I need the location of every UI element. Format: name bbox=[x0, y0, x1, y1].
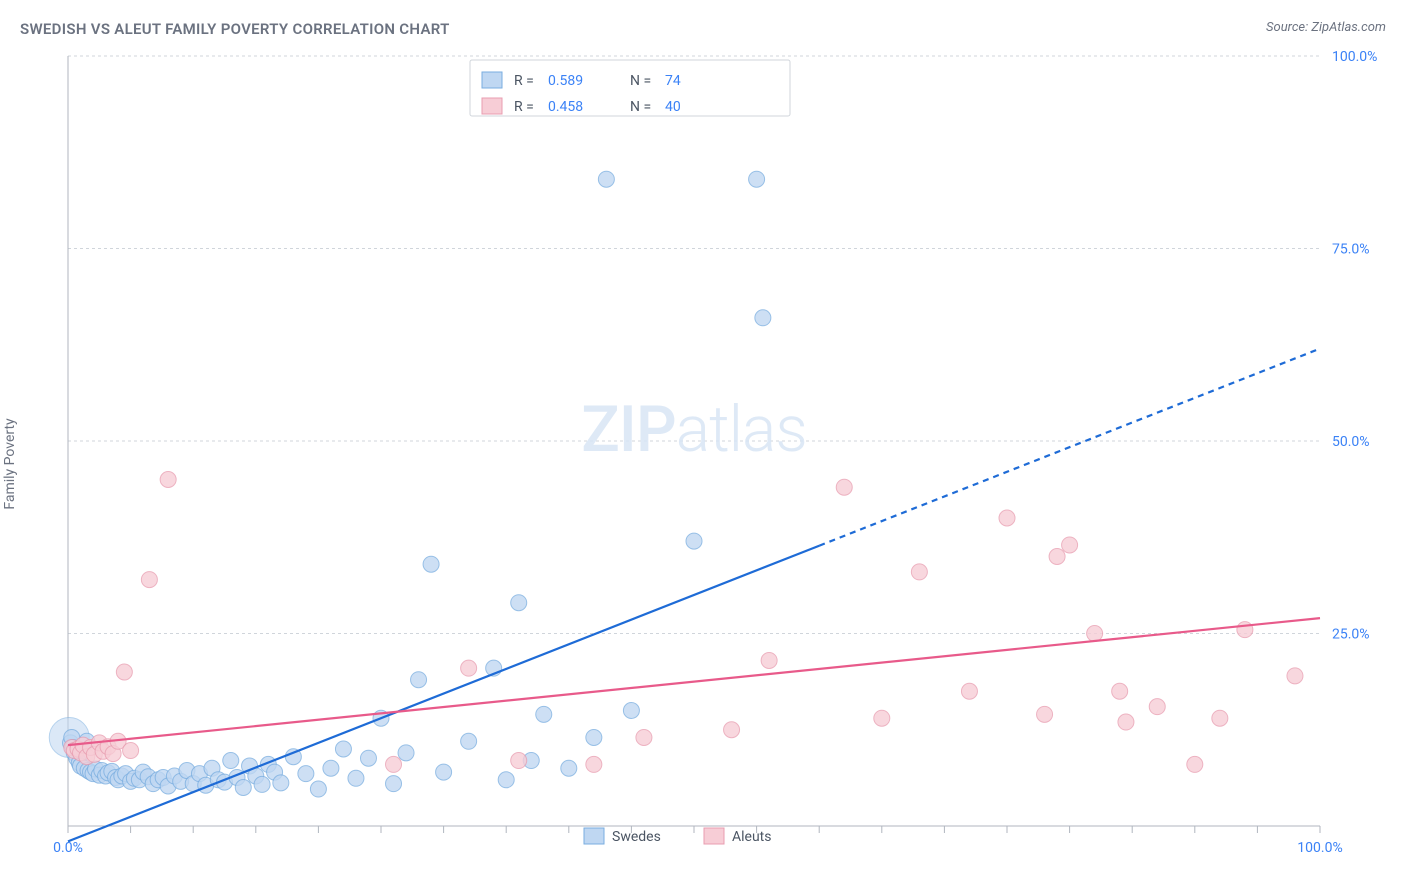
legend-n-value: 40 bbox=[665, 99, 681, 115]
scatter-chart: 25.0% 50.0% 75.0% 100.0% ZIPatlas 0.0% 100.0% R… bbox=[20, 46, 1386, 866]
scatter-point bbox=[386, 756, 402, 772]
scatter-point bbox=[411, 672, 427, 688]
scatter-point bbox=[1212, 710, 1228, 726]
y-axis-label: Family Poverty bbox=[2, 418, 18, 509]
scatter-point bbox=[498, 772, 514, 788]
scatter-point bbox=[874, 710, 890, 726]
scatter-point bbox=[761, 652, 777, 668]
chart-title: SWEDISH VS ALEUT FAMILY POVERTY CORRELAT… bbox=[20, 20, 450, 38]
scatter-point bbox=[636, 729, 652, 745]
trend-line bbox=[68, 546, 819, 842]
scatter-point bbox=[911, 564, 927, 580]
legend-swatch bbox=[704, 828, 724, 844]
legend-n-label: N = bbox=[630, 73, 651, 89]
scatter-point bbox=[755, 310, 771, 326]
scatter-point bbox=[586, 756, 602, 772]
scatter-point bbox=[273, 775, 289, 791]
scatter-point bbox=[623, 703, 639, 719]
scatter-point bbox=[123, 743, 139, 759]
scatter-point bbox=[360, 750, 376, 766]
scatter-point bbox=[254, 776, 270, 792]
scatter-point bbox=[298, 766, 314, 782]
scatter-point bbox=[461, 733, 477, 749]
legend-r-label: R = bbox=[514, 99, 534, 115]
scatter-point bbox=[323, 760, 339, 776]
scatter-point bbox=[1062, 537, 1078, 553]
scatter-point bbox=[598, 171, 614, 187]
scatter-point bbox=[999, 510, 1015, 526]
scatter-point bbox=[961, 683, 977, 699]
watermark: ZIPatlas bbox=[581, 392, 807, 467]
x-tick-label-max: 100.0% bbox=[1297, 840, 1342, 856]
legend-series-label: Swedes bbox=[612, 829, 661, 845]
scatter-point bbox=[1118, 714, 1134, 730]
scatter-point bbox=[116, 664, 132, 680]
scatter-point bbox=[511, 753, 527, 769]
scatter-point bbox=[1149, 699, 1165, 715]
chart-container: Family Poverty 25.0%50.0%75.0%100.0%ZIPa… bbox=[20, 46, 1386, 866]
legend-r-label: R = bbox=[514, 73, 534, 89]
scatter-point bbox=[686, 533, 702, 549]
scatter-point bbox=[749, 171, 765, 187]
scatter-point bbox=[310, 781, 326, 797]
scatter-point bbox=[1187, 756, 1203, 772]
scatter-point bbox=[511, 595, 527, 611]
scatter-point bbox=[1087, 626, 1103, 642]
y-tick-label: 50.0% bbox=[1332, 434, 1370, 450]
scatter-point bbox=[348, 770, 364, 786]
scatter-point bbox=[586, 729, 602, 745]
legend-swatch bbox=[482, 72, 502, 88]
scatter-point bbox=[436, 764, 452, 780]
scatter-point bbox=[1112, 683, 1128, 699]
scatter-point bbox=[141, 572, 157, 588]
y-tick-label: 100.0% bbox=[1332, 49, 1377, 65]
y-tick-label: 25.0% bbox=[1332, 627, 1370, 643]
scatter-point bbox=[724, 722, 740, 738]
scatter-point bbox=[461, 660, 477, 676]
scatter-point bbox=[223, 753, 239, 769]
trend-line-dashed bbox=[819, 349, 1320, 546]
scatter-point bbox=[398, 745, 414, 761]
scatter-point bbox=[386, 776, 402, 792]
legend-n-value: 74 bbox=[665, 73, 681, 89]
scatter-point bbox=[1049, 549, 1065, 565]
y-tick-label: 75.0% bbox=[1332, 242, 1370, 258]
scatter-point bbox=[836, 479, 852, 495]
x-tick-label-min: 0.0% bbox=[53, 840, 83, 856]
legend-series-label: Aleuts bbox=[732, 829, 771, 845]
scatter-point bbox=[1287, 668, 1303, 684]
scatter-point bbox=[536, 706, 552, 722]
legend-r-value: 0.589 bbox=[548, 73, 583, 89]
chart-header: SWEDISH VS ALEUT FAMILY POVERTY CORRELAT… bbox=[20, 20, 1386, 38]
scatter-point bbox=[235, 780, 251, 796]
scatter-point bbox=[1037, 706, 1053, 722]
legend-swatch bbox=[482, 98, 502, 114]
legend-r-value: 0.458 bbox=[548, 99, 583, 115]
scatter-point bbox=[561, 760, 577, 776]
legend-swatch bbox=[584, 828, 604, 844]
scatter-point bbox=[335, 741, 351, 757]
source-attribution: Source: ZipAtlas.com bbox=[1266, 20, 1386, 35]
scatter-point bbox=[160, 472, 176, 488]
legend-n-label: N = bbox=[630, 99, 651, 115]
scatter-point bbox=[423, 556, 439, 572]
